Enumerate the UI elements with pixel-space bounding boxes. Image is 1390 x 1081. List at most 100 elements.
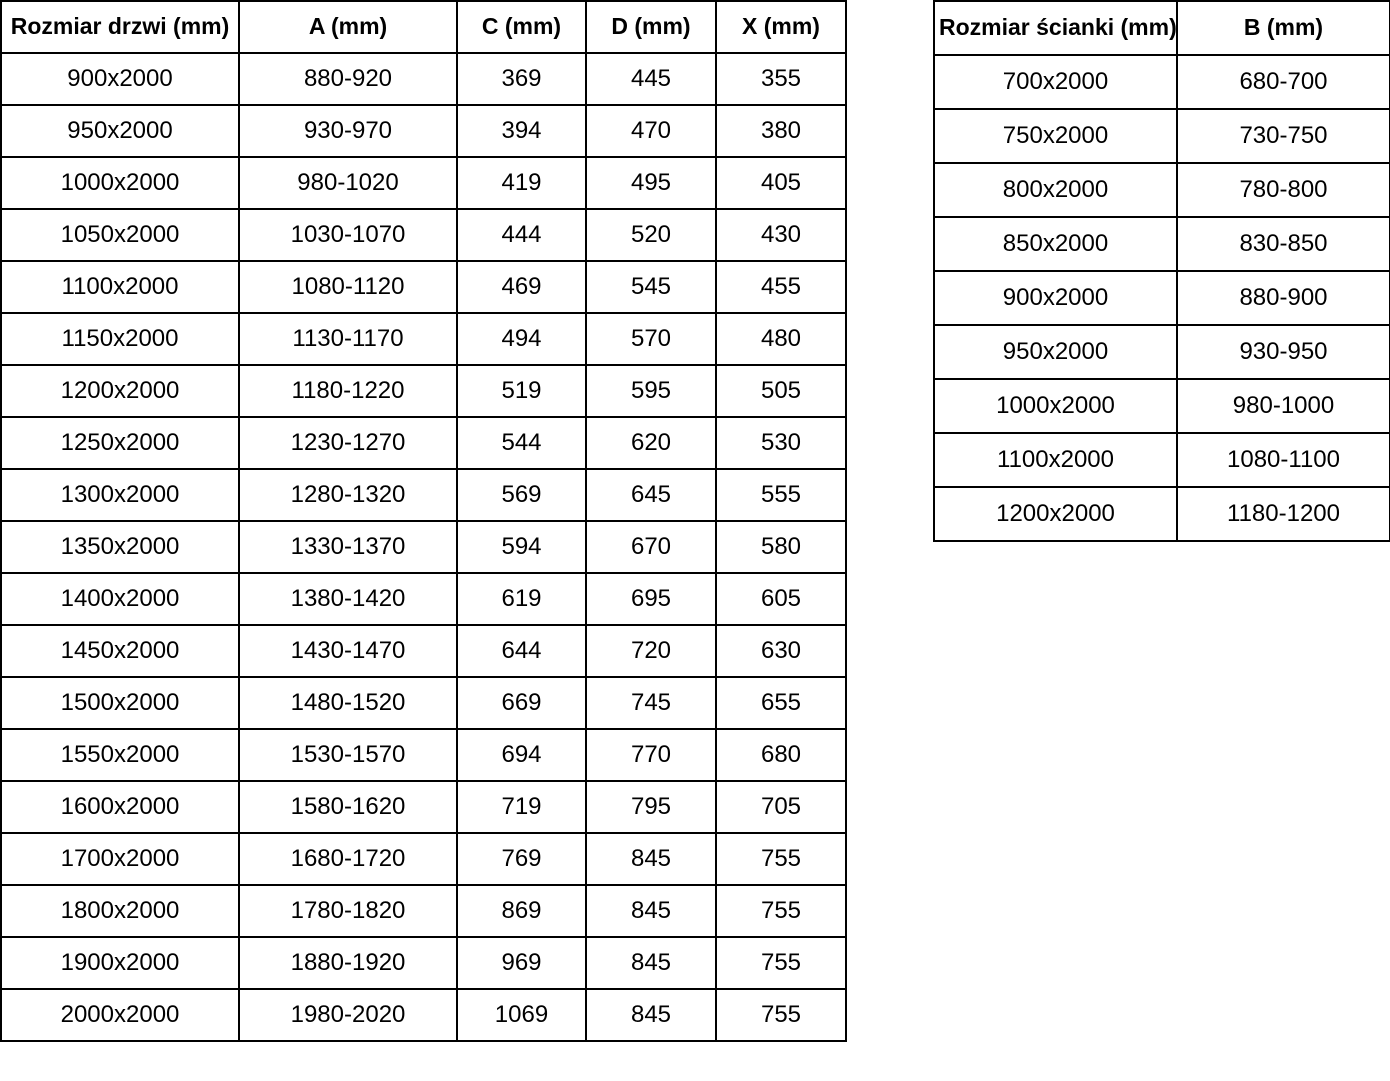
table-cell: 1550x2000 bbox=[0, 728, 240, 782]
table-row: 1100x2000 1080-1100 bbox=[933, 432, 1390, 488]
table-cell: 620 bbox=[585, 416, 717, 470]
table-row: 700x2000 680-700 bbox=[933, 54, 1390, 110]
table-cell: 1580-1620 bbox=[238, 780, 458, 834]
table-row: 1200x2000 1180-1220 519 595 505 bbox=[0, 364, 847, 418]
table-cell: 1000x2000 bbox=[933, 378, 1178, 434]
table-cell: 969 bbox=[456, 936, 587, 990]
table-cell: 520 bbox=[585, 208, 717, 262]
table-cell: 405 bbox=[715, 156, 847, 210]
table-cell: 1880-1920 bbox=[238, 936, 458, 990]
table-cell: 1150x2000 bbox=[0, 312, 240, 366]
table-cell: 1100x2000 bbox=[0, 260, 240, 314]
table-row: 1350x2000 1330-1370 594 670 580 bbox=[0, 520, 847, 574]
table-cell: 1780-1820 bbox=[238, 884, 458, 938]
table-row: 950x2000 930-950 bbox=[933, 324, 1390, 380]
table-cell: 645 bbox=[585, 468, 717, 522]
table-cell: 394 bbox=[456, 104, 587, 158]
table-cell: 1980-2020 bbox=[238, 988, 458, 1042]
table-cell: 480 bbox=[715, 312, 847, 366]
table-row: 850x2000 830-850 bbox=[933, 216, 1390, 272]
table-cell: 594 bbox=[456, 520, 587, 574]
table-cell: 1300x2000 bbox=[0, 468, 240, 522]
table-cell: 980-1020 bbox=[238, 156, 458, 210]
table-cell: 519 bbox=[456, 364, 587, 418]
table-cell: 800x2000 bbox=[933, 162, 1178, 218]
table-cell: 1800x2000 bbox=[0, 884, 240, 938]
table-cell: 769 bbox=[456, 832, 587, 886]
door-sizes-table: Rozmiar drzwi (mm) A (mm) C (mm) D (mm) … bbox=[0, 0, 847, 1042]
dimension-x-column-header: X (mm) bbox=[715, 0, 847, 54]
table-row: 2000x2000 1980-2020 1069 845 755 bbox=[0, 988, 847, 1042]
table-cell: 1130-1170 bbox=[238, 312, 458, 366]
table-row: 1550x2000 1530-1570 694 770 680 bbox=[0, 728, 847, 782]
table-row: 750x2000 730-750 bbox=[933, 108, 1390, 164]
table-cell: 694 bbox=[456, 728, 587, 782]
table-cell: 1000x2000 bbox=[0, 156, 240, 210]
table-cell: 1069 bbox=[456, 988, 587, 1042]
table-row: 900x2000 880-920 369 445 355 bbox=[0, 52, 847, 106]
table-cell: 780-800 bbox=[1176, 162, 1390, 218]
table-cell: 1080-1100 bbox=[1176, 432, 1390, 488]
table-cell: 700x2000 bbox=[933, 54, 1178, 110]
table-row: 1600x2000 1580-1620 719 795 705 bbox=[0, 780, 847, 834]
table-cell: 845 bbox=[585, 936, 717, 990]
table-row: 1400x2000 1380-1420 619 695 605 bbox=[0, 572, 847, 626]
table-cell: 570 bbox=[585, 312, 717, 366]
table-cell: 730-750 bbox=[1176, 108, 1390, 164]
table-row: 1250x2000 1230-1270 544 620 530 bbox=[0, 416, 847, 470]
table-row: 1200x2000 1180-1200 bbox=[933, 486, 1390, 542]
table-cell: 630 bbox=[715, 624, 847, 678]
table-row: 800x2000 780-800 bbox=[933, 162, 1390, 218]
table-cell: 1180-1200 bbox=[1176, 486, 1390, 542]
table-cell: 580 bbox=[715, 520, 847, 574]
table-cell: 845 bbox=[585, 884, 717, 938]
table-cell: 900x2000 bbox=[0, 52, 240, 106]
table-cell: 755 bbox=[715, 884, 847, 938]
table-cell: 750x2000 bbox=[933, 108, 1178, 164]
table-cell: 644 bbox=[456, 624, 587, 678]
table-cell: 980-1000 bbox=[1176, 378, 1390, 434]
table-cell: 470 bbox=[585, 104, 717, 158]
table-cell: 900x2000 bbox=[933, 270, 1178, 326]
dimension-d-column-header: D (mm) bbox=[585, 0, 717, 54]
table-row: 1300x2000 1280-1320 569 645 555 bbox=[0, 468, 847, 522]
table-cell: 469 bbox=[456, 260, 587, 314]
table-cell: 1330-1370 bbox=[238, 520, 458, 574]
table-cell: 544 bbox=[456, 416, 587, 470]
table-cell: 950x2000 bbox=[0, 104, 240, 158]
table-cell: 355 bbox=[715, 52, 847, 106]
table-cell: 444 bbox=[456, 208, 587, 262]
table-cell: 830-850 bbox=[1176, 216, 1390, 272]
table-cell: 1230-1270 bbox=[238, 416, 458, 470]
table-cell: 1180-1220 bbox=[238, 364, 458, 418]
table-cell: 755 bbox=[715, 832, 847, 886]
table-cell: 950x2000 bbox=[933, 324, 1178, 380]
table-cell: 880-920 bbox=[238, 52, 458, 106]
table-cell: 930-950 bbox=[1176, 324, 1390, 380]
table-cell: 545 bbox=[585, 260, 717, 314]
table-cell: 1500x2000 bbox=[0, 676, 240, 730]
table-cell: 1100x2000 bbox=[933, 432, 1178, 488]
door-table-header-row: Rozmiar drzwi (mm) A (mm) C (mm) D (mm) … bbox=[0, 0, 847, 54]
table-cell: 1480-1520 bbox=[238, 676, 458, 730]
table-cell: 680 bbox=[715, 728, 847, 782]
table-cell: 850x2000 bbox=[933, 216, 1178, 272]
table-cell: 1250x2000 bbox=[0, 416, 240, 470]
table-cell: 1430-1470 bbox=[238, 624, 458, 678]
table-cell: 419 bbox=[456, 156, 587, 210]
table-cell: 1900x2000 bbox=[0, 936, 240, 990]
table-cell: 720 bbox=[585, 624, 717, 678]
table-cell: 1080-1120 bbox=[238, 260, 458, 314]
table-cell: 2000x2000 bbox=[0, 988, 240, 1042]
table-cell: 530 bbox=[715, 416, 847, 470]
table-cell: 430 bbox=[715, 208, 847, 262]
table-cell: 1680-1720 bbox=[238, 832, 458, 886]
table-cell: 1530-1570 bbox=[238, 728, 458, 782]
door-size-column-header: Rozmiar drzwi (mm) bbox=[0, 0, 240, 54]
table-row: 1800x2000 1780-1820 869 845 755 bbox=[0, 884, 847, 938]
dimension-b-column-header: B (mm) bbox=[1176, 0, 1390, 56]
table-cell: 770 bbox=[585, 728, 717, 782]
table-cell: 880-900 bbox=[1176, 270, 1390, 326]
table-cell: 669 bbox=[456, 676, 587, 730]
door-table-body: 900x2000 880-920 369 445 355 950x2000 930-970 3… bbox=[0, 52, 847, 1042]
